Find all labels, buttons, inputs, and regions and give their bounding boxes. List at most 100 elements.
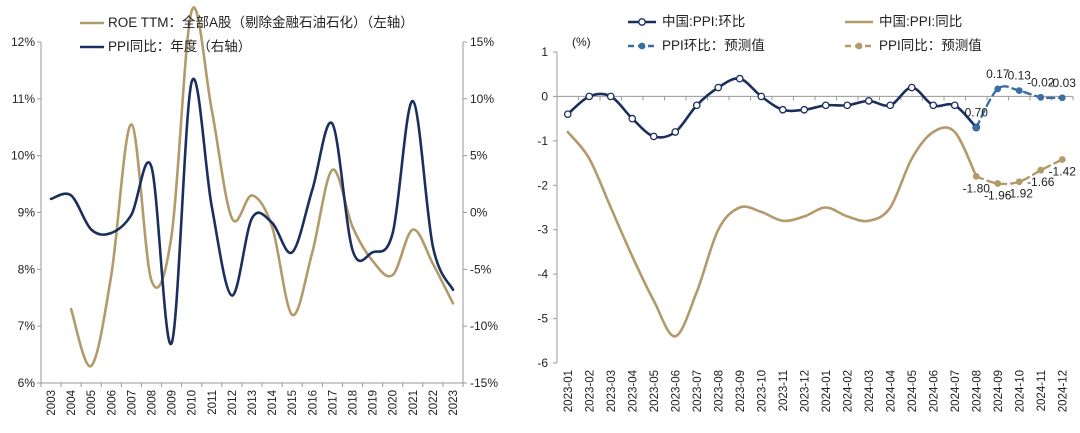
- right-series-point-0: [929, 101, 938, 110]
- right-y-tick-label: 10%: [470, 92, 494, 106]
- right-y-tick-label: -15%: [470, 376, 498, 390]
- right-series-point-0: [563, 110, 572, 119]
- left-legend-label-1: PPI同比：年度（右轴）: [108, 39, 251, 54]
- right-series-point-0: [606, 92, 615, 101]
- right-chart-x-tick-label: 2023-06: [670, 370, 682, 412]
- left-y-tick-label: 12%: [11, 35, 35, 49]
- right-chart-y-tick-label: -4: [537, 267, 548, 281]
- right-chart-x-tick-label: 2024-05: [907, 370, 919, 412]
- right-chart-x-tick-label: 2024-11: [1036, 370, 1048, 411]
- right-chart-data-label: 0.17: [986, 67, 1010, 81]
- left-x-tick-label: 2011: [207, 390, 219, 415]
- right-chart-x-tick-label: 2023-09: [735, 370, 747, 412]
- right-chart-y-tick-label: 0: [541, 89, 548, 103]
- right-legend-marker-2: [638, 42, 646, 50]
- right-series-point-0: [692, 101, 701, 110]
- left-x-tick-label: 2008: [147, 390, 159, 416]
- right-chart-x-tick-label: 2024-10: [1014, 370, 1026, 412]
- left-x-tick-label: 2007: [126, 390, 138, 416]
- right-series-point-0: [778, 105, 787, 114]
- left-x-tick-label: 2003: [46, 390, 58, 416]
- right-chart-x-tick-label: 2024-04: [885, 369, 897, 412]
- right-chart-x-tick-label: 2023-10: [756, 370, 768, 412]
- right-series-point-3: [1015, 178, 1023, 186]
- right-chart-x-tick-label: 2023-11: [778, 370, 790, 411]
- right-legend-marker-0: [638, 18, 646, 26]
- left-x-tick-label: 2017: [327, 390, 339, 416]
- right-chart-y-tick-label: -2: [537, 178, 548, 192]
- right-chart-data-label: -1.80: [963, 181, 991, 195]
- left-x-tick-label: 2005: [86, 390, 98, 416]
- right-series-point-0: [886, 101, 895, 110]
- right-chart-x-tick-label: 2023-07: [692, 370, 704, 412]
- right-chart-data-label: -1.96: [984, 189, 1012, 203]
- right-series-point-3: [1058, 156, 1066, 163]
- left-x-tick-label: 2014: [267, 389, 279, 415]
- right-chart-data-label: -1.66: [1027, 175, 1055, 189]
- left-y-tick-label: 9%: [18, 206, 36, 220]
- right-series-point-0: [735, 74, 744, 83]
- right-series-point-0: [843, 101, 852, 110]
- left-series-line-1: [49, 77, 455, 345]
- right-chart-x-tick-label: 2024-06: [928, 370, 940, 412]
- right-chart-y-tick-label: -6: [537, 356, 548, 370]
- right-series-point-0: [950, 101, 959, 110]
- right-chart-data-label: -1.92: [1006, 187, 1034, 201]
- right-series-point-0: [671, 128, 680, 136]
- left-x-tick-label: 2012: [227, 390, 239, 416]
- left-x-tick-label: 2006: [106, 390, 118, 416]
- left-x-tick-label: 2013: [247, 390, 259, 416]
- right-series-line-1: [566, 126, 978, 338]
- right-series-line-3: [975, 158, 1064, 186]
- right-chart-x-tick-label: 2023-01: [563, 370, 575, 412]
- right-chart-data-label: -0.02: [1027, 75, 1055, 89]
- right-series-point-0: [821, 101, 830, 110]
- right-chart-data-label: 0.70: [965, 106, 989, 120]
- right-series-point-0: [649, 132, 658, 141]
- right-series-point-2: [1058, 94, 1066, 102]
- right-legend-label-0: 中国:PPI:环比: [662, 14, 745, 29]
- right-series-point-0: [864, 97, 873, 105]
- left-y-tick-label: 6%: [18, 376, 36, 390]
- right-chart-x-tick-label: 2024-12: [1057, 370, 1069, 412]
- right-series-point-2: [1015, 87, 1023, 95]
- right-chart-x-tick-label: 2024-09: [993, 370, 1005, 412]
- right-series-point-2: [1037, 93, 1045, 101]
- left-x-tick-label: 2020: [388, 390, 400, 416]
- right-chart-data-label: -1.42: [1049, 165, 1077, 179]
- right-chart-x-tick-label: 2024-02: [842, 370, 854, 412]
- left-x-tick-label: 2022: [428, 390, 440, 416]
- right-chart-y-tick-label: -5: [537, 312, 548, 326]
- right-y-tick-label: 0%: [470, 206, 488, 220]
- right-chart-x-tick-label: 2023-12: [799, 370, 811, 412]
- left-y-tick-label: 10%: [11, 149, 35, 163]
- right-chart-unit-label: (%): [572, 35, 591, 49]
- right-series-point-0: [757, 92, 766, 101]
- right-chart-x-tick-label: 2024-03: [864, 370, 876, 412]
- left-x-tick-label: 2015: [287, 390, 299, 416]
- left-y-tick-label: 7%: [18, 319, 36, 333]
- right-chart-x-tick-label: 2024-07: [950, 370, 962, 412]
- right-chart-x-tick-label: 2023-08: [713, 370, 725, 412]
- right-chart-x-tick-label: 2023-03: [606, 370, 618, 412]
- right-legend-label-1: 中国:PPI:同比: [879, 14, 962, 29]
- right-chart-x-tick-label: 2023-04: [627, 369, 639, 412]
- left-legend-label-0: ROE TTM：全部A股（剔除金融石油石化）（左轴）: [108, 14, 414, 30]
- right-series-point-3: [994, 180, 1002, 187]
- right-y-tick-label: 5%: [470, 149, 488, 163]
- right-series-point-0: [907, 83, 916, 92]
- right-series-point-0: [628, 114, 637, 123]
- right-chart-data-label: 0.13: [1008, 69, 1032, 83]
- left-y-tick-label: 8%: [18, 262, 36, 276]
- right-chart-y-tick-label: -1: [537, 134, 548, 148]
- left-y-tick-label: 11%: [12, 92, 35, 106]
- right-chart-y-tick-label: 1: [541, 45, 548, 59]
- left-x-tick-label: 2021: [408, 390, 420, 416]
- left-x-tick-label: 2018: [347, 390, 359, 416]
- right-legend-marker-3: [855, 42, 863, 50]
- left-series-line-0: [69, 6, 455, 368]
- left-x-tick-label: 2023: [448, 390, 460, 416]
- right-y-tick-label: -10%: [470, 319, 498, 333]
- right-y-tick-label: 15%: [470, 35, 494, 49]
